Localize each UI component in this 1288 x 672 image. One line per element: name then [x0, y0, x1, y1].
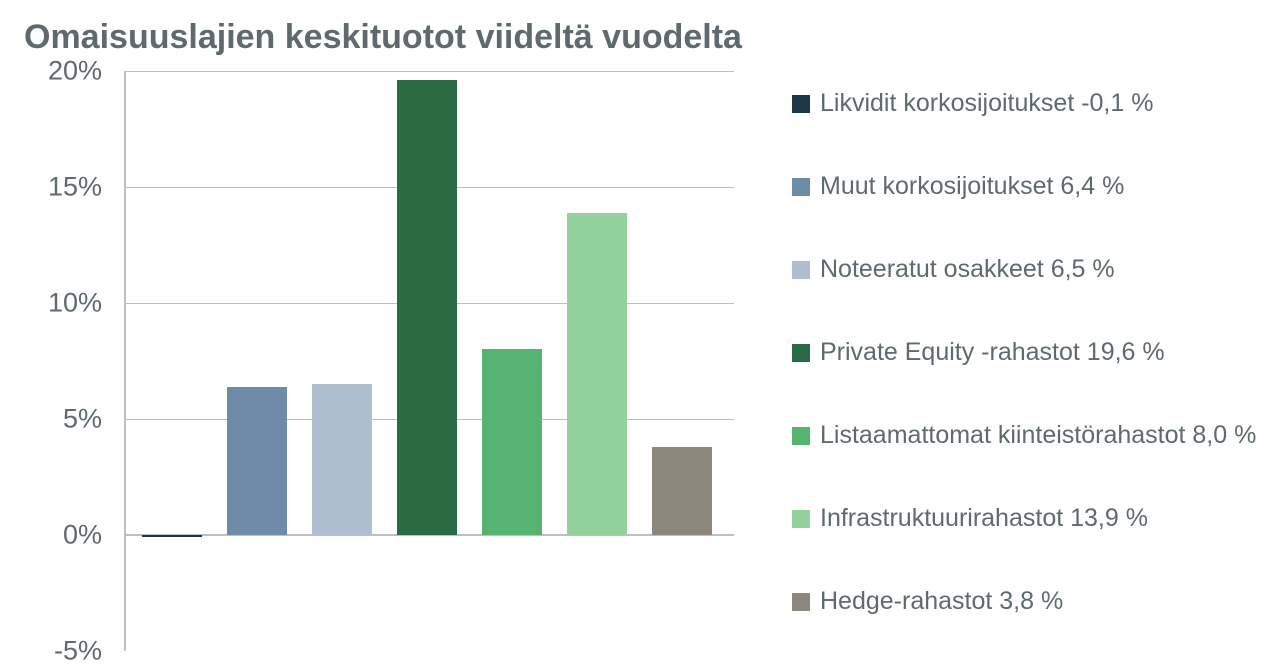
bar — [397, 80, 457, 535]
bar — [567, 213, 627, 535]
chart-title: Omaisuuslajien keskituotot viideltä vuod… — [24, 18, 1264, 57]
legend-swatch — [792, 510, 810, 528]
legend-swatch — [792, 593, 810, 611]
chart-container: -5%0%5%10%15%20% Likvidit korkosijoituks… — [24, 71, 1264, 651]
y-tick-label: 20% — [48, 56, 102, 87]
legend-item: Noteeratut osakkeet 6,5 % — [792, 255, 1256, 284]
y-tick-label: 10% — [48, 288, 102, 319]
legend-label: Infrastruktuurirahastot 13,9 % — [820, 504, 1148, 533]
bar — [142, 535, 202, 537]
legend-item: Private Equity -rahastot 19,6 % — [792, 338, 1256, 367]
legend-item: Hedge-rahastot 3,8 % — [792, 587, 1256, 616]
legend-item: Infrastruktuurirahastot 13,9 % — [792, 504, 1256, 533]
legend-swatch — [792, 427, 810, 445]
legend-label: Listaamattomat kiinteistörahastot 8,0 % — [820, 421, 1256, 450]
gridline — [124, 71, 734, 72]
legend-swatch — [792, 344, 810, 362]
legend-label: Hedge-rahastot 3,8 % — [820, 587, 1063, 616]
y-axis-line — [124, 71, 126, 651]
y-tick-label: 0% — [63, 520, 102, 551]
y-tick-label: 15% — [48, 172, 102, 203]
bar — [227, 387, 287, 535]
legend-label: Private Equity -rahastot 19,6 % — [820, 338, 1165, 367]
bar — [652, 447, 712, 535]
legend: Likvidit korkosijoitukset -0,1 % Muut kor… — [792, 71, 1256, 616]
legend-swatch — [792, 95, 810, 113]
legend-item: Muut korkosijoitukset 6,4 % — [792, 172, 1256, 201]
legend-item: Listaamattomat kiinteistörahastot 8,0 % — [792, 421, 1256, 450]
legend-label: Noteeratut osakkeet 6,5 % — [820, 255, 1115, 284]
bar — [482, 349, 542, 535]
y-tick-label: -5% — [54, 636, 102, 667]
y-tick-label: 5% — [63, 404, 102, 435]
legend-label: Muut korkosijoitukset 6,4 % — [820, 172, 1124, 201]
legend-swatch — [792, 261, 810, 279]
plot-area — [124, 71, 734, 651]
legend-item: Likvidit korkosijoitukset -0,1 % — [792, 89, 1256, 118]
y-axis: -5%0%5%10%15%20% — [24, 71, 114, 651]
legend-label: Likvidit korkosijoitukset -0,1 % — [820, 89, 1153, 118]
bar — [312, 384, 372, 535]
chart-area: -5%0%5%10%15%20% — [24, 71, 744, 651]
legend-swatch — [792, 178, 810, 196]
